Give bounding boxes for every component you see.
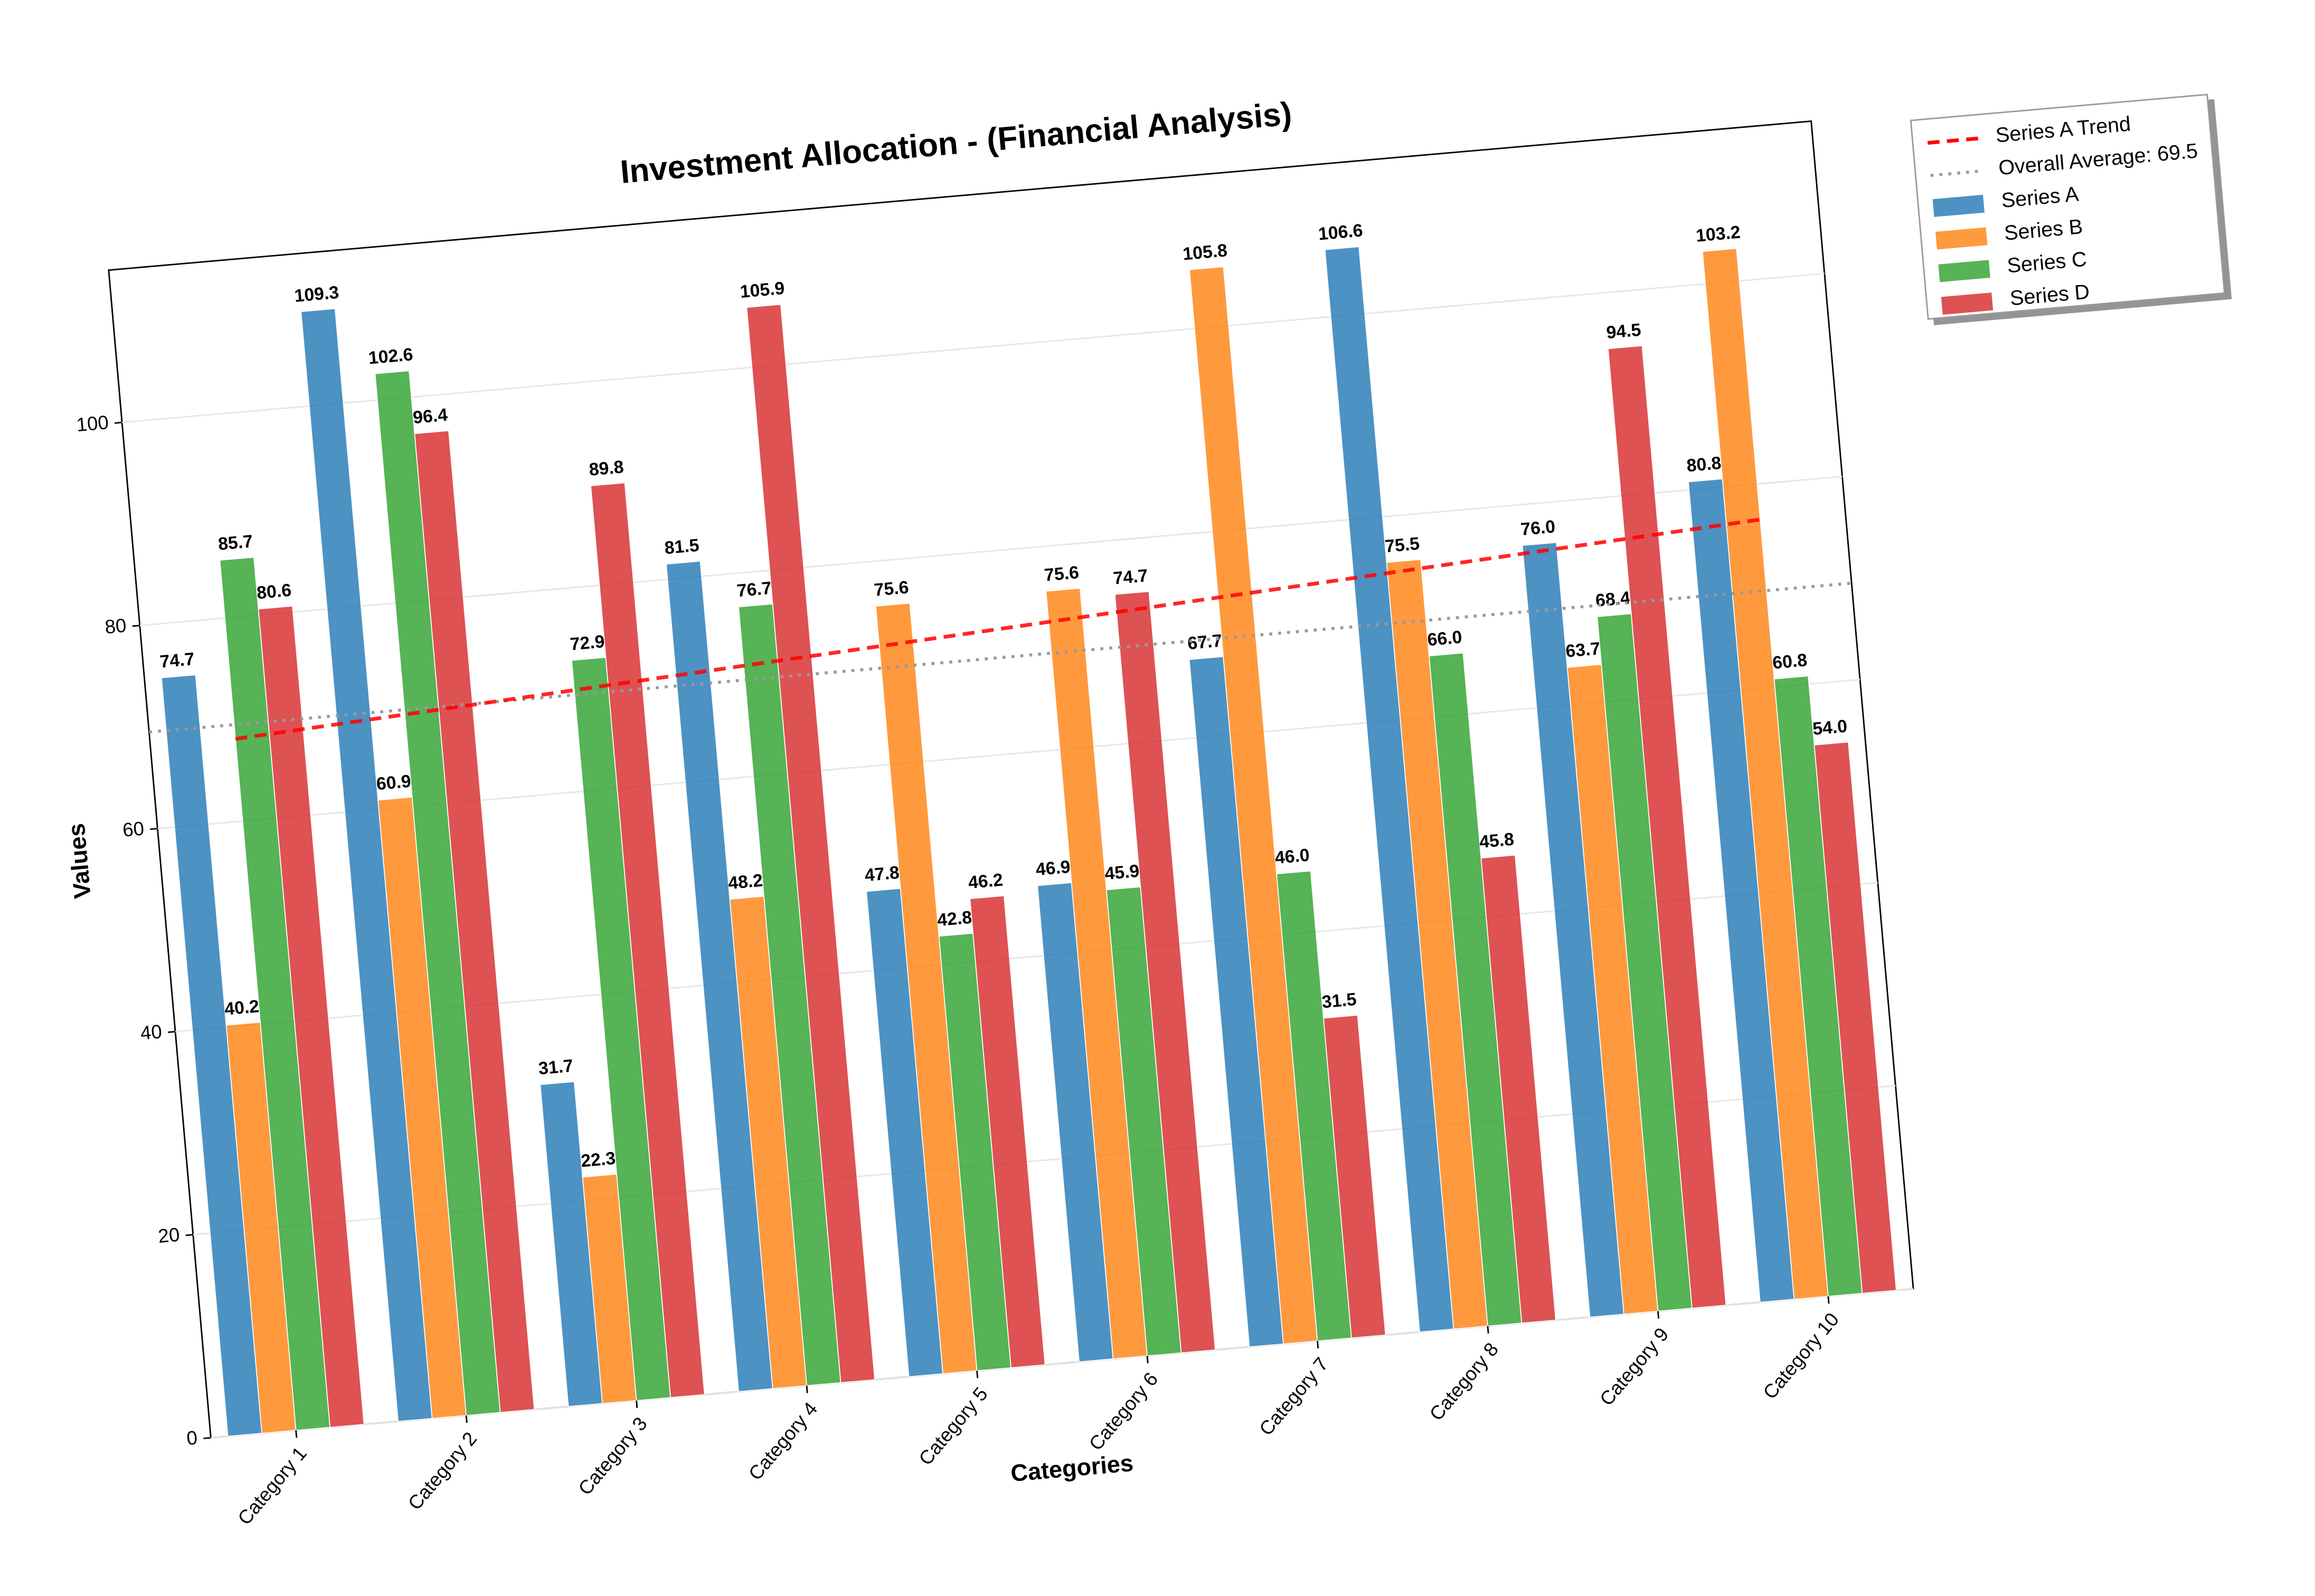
legend-box xyxy=(1910,93,2226,320)
value-label: 94.5 xyxy=(1605,320,1642,343)
value-label: 106.6 xyxy=(1317,220,1364,244)
value-label: 46.2 xyxy=(967,870,1004,893)
x-tick-label: Category 7 xyxy=(1255,1353,1333,1440)
value-label: 76.7 xyxy=(736,578,772,601)
y-tick-label: 0 xyxy=(186,1427,199,1449)
plot-group: Investment Allocation - (Financial Analy… xyxy=(63,96,1914,1529)
value-label: 48.2 xyxy=(727,870,764,893)
value-label: 74.7 xyxy=(159,649,195,672)
x-axis-title: Categories xyxy=(1009,1449,1134,1487)
value-label: 45.8 xyxy=(1479,829,1515,852)
y-tick-label: 40 xyxy=(139,1021,163,1044)
x-tick-label: Category 8 xyxy=(1425,1338,1503,1425)
bar xyxy=(1813,741,1897,1294)
x-tick-label: Category 2 xyxy=(404,1428,481,1514)
legend-swatch xyxy=(1938,260,1990,282)
trend-line xyxy=(235,517,1761,741)
value-label: 105.8 xyxy=(1182,240,1229,264)
value-label: 68.4 xyxy=(1595,588,1631,611)
value-label: 105.9 xyxy=(739,278,786,302)
value-label: 81.5 xyxy=(664,535,700,559)
value-label: 102.6 xyxy=(367,344,414,368)
legend-swatch xyxy=(1935,227,1988,250)
value-label: 76.0 xyxy=(1520,516,1556,540)
y-tick xyxy=(114,421,122,424)
value-label: 80.8 xyxy=(1686,453,1722,476)
bar xyxy=(1608,345,1727,1309)
x-tick-label: Category 4 xyxy=(744,1398,822,1485)
bar xyxy=(258,605,365,1428)
x-tick xyxy=(1317,1340,1319,1349)
value-label: 85.7 xyxy=(218,531,254,554)
y-tick-label: 100 xyxy=(75,411,109,436)
value-label: 75.5 xyxy=(1384,534,1421,557)
value-label: 72.9 xyxy=(569,631,606,655)
bar xyxy=(746,304,875,1383)
value-label: 60.8 xyxy=(1772,650,1808,673)
x-tick-label: Category 6 xyxy=(1085,1368,1163,1455)
value-label: 67.7 xyxy=(1187,630,1223,654)
y-axis-title: Values xyxy=(63,822,96,900)
bar xyxy=(1114,591,1216,1354)
value-label: 42.8 xyxy=(937,907,973,930)
value-label: 31.7 xyxy=(537,1056,574,1079)
value-label: 46.9 xyxy=(1035,857,1071,880)
x-tick-label: Category 5 xyxy=(914,1383,992,1470)
value-label: 96.4 xyxy=(412,405,449,428)
x-tick xyxy=(976,1371,979,1378)
value-label: 75.6 xyxy=(873,577,910,600)
value-label: 45.9 xyxy=(1104,861,1140,884)
bar xyxy=(1189,266,1318,1345)
value-label: 75.6 xyxy=(1043,562,1080,585)
value-label: 60.9 xyxy=(375,771,412,795)
value-label: 40.2 xyxy=(224,996,260,1019)
x-tick xyxy=(465,1415,468,1423)
value-label: 47.8 xyxy=(864,863,900,886)
x-tick xyxy=(295,1430,298,1438)
bar xyxy=(1480,854,1556,1324)
legend-trend-swatch xyxy=(1927,136,1979,145)
bar xyxy=(590,482,705,1399)
y-tick xyxy=(150,827,158,830)
bar xyxy=(1323,1014,1386,1339)
x-tick xyxy=(1827,1296,1830,1304)
value-label: 22.3 xyxy=(580,1148,617,1172)
bar xyxy=(969,895,1046,1368)
y-tick-label: 20 xyxy=(157,1224,181,1247)
value-label: 80.6 xyxy=(256,580,292,603)
y-tick-label: 60 xyxy=(122,817,145,841)
value-label: 63.7 xyxy=(1565,638,1601,662)
value-label: 89.8 xyxy=(588,457,625,480)
x-tick-label: Category 9 xyxy=(1595,1324,1673,1410)
value-label: 54.0 xyxy=(1812,716,1848,739)
x-tick-label: Category 3 xyxy=(574,1413,651,1499)
legend-swatch xyxy=(1932,194,1985,217)
value-label: 31.5 xyxy=(1321,989,1357,1013)
x-tick-label: Category 10 xyxy=(1759,1309,1843,1403)
x-tick xyxy=(1146,1355,1149,1364)
y-tick-label: 80 xyxy=(104,615,127,638)
bar xyxy=(414,430,535,1413)
value-label: 66.0 xyxy=(1426,627,1463,650)
value-label: 46.0 xyxy=(1274,845,1310,868)
value-label: 74.7 xyxy=(1112,565,1149,589)
value-label: 109.3 xyxy=(294,282,340,306)
x-tick-label: Category 1 xyxy=(233,1442,311,1529)
value-label: 103.2 xyxy=(1695,222,1742,246)
legend-swatch xyxy=(1941,292,1993,315)
